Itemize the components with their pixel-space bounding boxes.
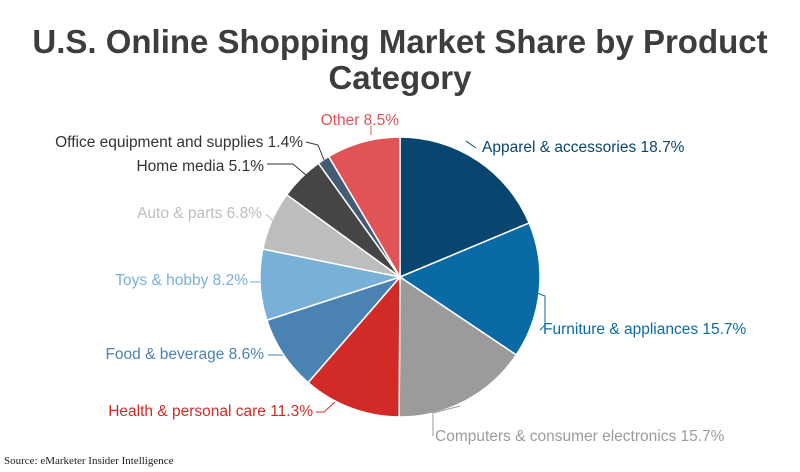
slice-label: Health & personal care 11.3% <box>108 403 313 420</box>
slice-label: Furniture & appliances 15.7% <box>543 321 747 338</box>
chart-title-line-2: Category <box>328 59 472 96</box>
pie-slice-furniture-appliances <box>398 222 541 357</box>
leader-line <box>432 405 461 436</box>
chart-title: U.S. Online Shopping Market Share by Pro… <box>0 24 800 96</box>
chart-title-line-1: U.S. Online Shopping Market Share by Pro… <box>32 23 768 60</box>
slice-label: Office equipment and supplies 1.4% <box>55 134 303 151</box>
leader-line <box>265 213 274 222</box>
slice-label: Computers & consumer electronics 15.7% <box>435 428 725 445</box>
source-note: Source: eMarketer Insider Intelligence <box>4 455 174 467</box>
leader-line <box>465 140 477 149</box>
pie-slice-other <box>327 136 401 280</box>
leader-line <box>305 141 325 161</box>
slice-label: Auto & parts 6.8% <box>137 205 262 222</box>
slice-label: Toys & hobby 8.2% <box>115 272 248 289</box>
slice-label: Home media 5.1% <box>136 158 264 175</box>
slice-label: Apparel & accessories 18.7% <box>482 139 685 156</box>
leader-line <box>267 163 307 176</box>
slice-label: Other 8.5% <box>321 112 400 129</box>
slice-label: Food & beverage 8.6% <box>105 346 264 363</box>
pie-slice-health-personal-care <box>307 274 401 418</box>
leader-line <box>533 291 546 331</box>
pie-slice-computers-consumer-electronics <box>398 275 518 418</box>
leader-line <box>316 401 336 413</box>
pie-slice-apparel-accessories <box>399 136 531 279</box>
